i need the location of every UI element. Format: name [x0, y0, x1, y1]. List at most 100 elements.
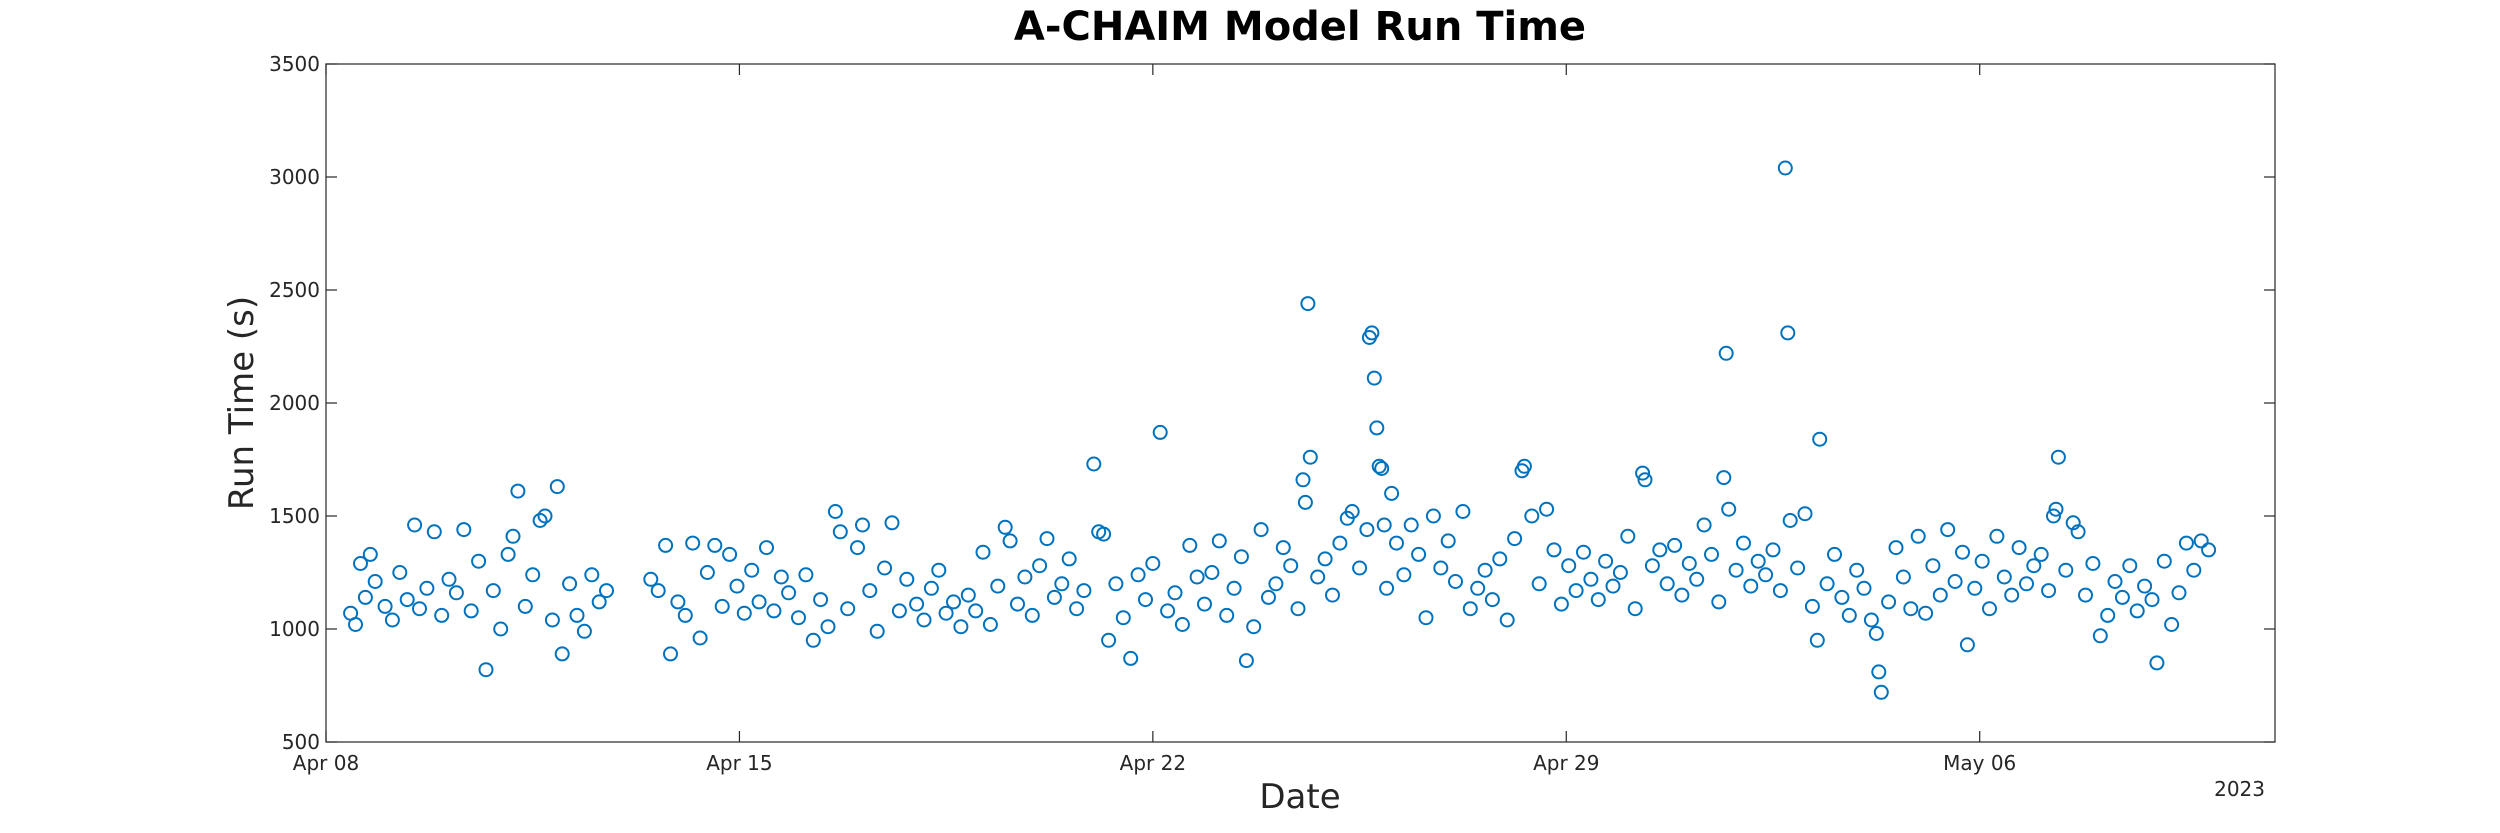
- data-point: [1325, 587, 1340, 603]
- data-point: [670, 594, 686, 610]
- data-point: [781, 585, 797, 601]
- data-point: [1108, 576, 1124, 592]
- data-point: [1317, 551, 1333, 567]
- data-point: [1076, 583, 1092, 599]
- data-point: [2178, 535, 2194, 551]
- data-point: [1804, 598, 1820, 614]
- data-point: [946, 594, 961, 610]
- data-point: [650, 583, 666, 599]
- data-point: [1283, 558, 1299, 574]
- data-point: [2046, 508, 2061, 524]
- data-point: [1246, 619, 1262, 635]
- data-point: [699, 565, 715, 580]
- data-point: [707, 537, 723, 553]
- data-point: [899, 571, 915, 587]
- data-point: [1138, 592, 1153, 608]
- data-point: [1782, 513, 1798, 528]
- data-point: [1667, 537, 1683, 553]
- data-point: [1659, 576, 1675, 592]
- data-point: [1863, 612, 1879, 628]
- data-point: [1160, 603, 1176, 619]
- data-point: [791, 610, 806, 626]
- data-point: [1290, 601, 1306, 617]
- data-point: [1492, 551, 1508, 567]
- data-point: [2085, 556, 2101, 571]
- data-point: [2058, 562, 2074, 578]
- data-point: [663, 646, 678, 662]
- data-point: [1637, 472, 1653, 488]
- data-point: [1017, 569, 1033, 585]
- data-point: [2186, 562, 2202, 578]
- x-tick-label: May 06: [1943, 751, 2016, 775]
- data-point: [407, 517, 423, 533]
- data-point: [1553, 596, 1569, 612]
- data-point: [1211, 533, 1227, 549]
- data-point: [862, 583, 878, 599]
- data-point: [1204, 565, 1220, 580]
- data-point: [2129, 603, 2145, 619]
- data-point: [1531, 576, 1547, 592]
- data-point: [1174, 617, 1190, 632]
- data-point: [677, 607, 693, 623]
- data-point: [1253, 522, 1269, 538]
- data-point: [1275, 540, 1291, 556]
- data-point: [1046, 589, 1062, 605]
- data-point: [1233, 549, 1249, 565]
- data-point: [982, 617, 998, 632]
- data-point: [1689, 571, 1705, 587]
- data-point: [367, 574, 383, 589]
- data-point: [1871, 664, 1887, 680]
- data-point: [1841, 607, 1857, 623]
- data-point: [2092, 628, 2108, 644]
- data-point: [1384, 485, 1400, 501]
- data-point: [1743, 578, 1759, 594]
- data-point: [1918, 605, 1934, 621]
- data-point: [773, 569, 789, 585]
- chart-title: A-CHAIM Model Run Time: [1014, 4, 1586, 50]
- data-point: [1681, 556, 1697, 571]
- data-point: [1644, 558, 1660, 574]
- data-point: [714, 598, 730, 614]
- data-point: [493, 621, 509, 637]
- data-point: [968, 603, 984, 619]
- data-point: [2004, 587, 2020, 603]
- data-point: [1758, 567, 1774, 583]
- data-point: [549, 479, 565, 495]
- data-point: [1344, 504, 1360, 519]
- data-point: [2100, 607, 2116, 623]
- data-point: [1955, 544, 1970, 560]
- data-point: [1054, 576, 1070, 592]
- data-point: [1605, 578, 1621, 594]
- data-point: [1910, 528, 1926, 544]
- data-point: [1101, 632, 1117, 648]
- data-point: [1873, 684, 1889, 700]
- data-point: [1780, 325, 1796, 341]
- data-point: [377, 598, 393, 614]
- data-point: [2164, 617, 2180, 632]
- data-point: [1069, 601, 1085, 617]
- data-point: [1539, 501, 1555, 517]
- data-point: [1379, 580, 1395, 596]
- data-point: [1925, 558, 1941, 574]
- data-point: [1300, 296, 1316, 312]
- data-point: [569, 607, 585, 623]
- data-point: [1583, 571, 1599, 587]
- data-point: [1039, 531, 1055, 547]
- data-point: [554, 646, 570, 662]
- data-point: [2144, 592, 2160, 608]
- x-axis: Apr 08 Apr 15 Apr 22 Apr 29 May 06: [293, 64, 2016, 775]
- data-point: [729, 578, 745, 594]
- data-point: [2050, 449, 2066, 465]
- data-point: [1652, 542, 1668, 558]
- data-point: [1226, 580, 1242, 596]
- data-point: [916, 612, 932, 628]
- data-point: [1411, 546, 1427, 562]
- data-point: [599, 583, 614, 599]
- data-point: [510, 483, 526, 499]
- data-point: [2114, 589, 2130, 605]
- data-point: [813, 592, 829, 608]
- data-point: [1849, 562, 1865, 578]
- data-point: [478, 662, 494, 678]
- data-point: [909, 596, 925, 612]
